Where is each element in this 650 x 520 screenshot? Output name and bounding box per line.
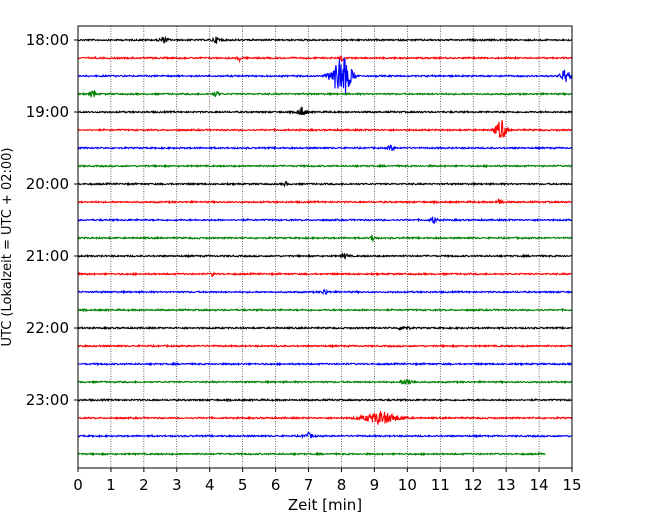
x-axis: 0 1 2 3 4 5 6 7 8 9 10 11 12 13 14 15 xyxy=(73,468,582,494)
trace-2230 xyxy=(77,361,573,367)
x-tick-label: 15 xyxy=(562,476,581,494)
x-tick-label: 7 xyxy=(304,476,314,494)
x-tick-label: 8 xyxy=(337,476,347,494)
y-tick-label: 18:00 xyxy=(26,31,69,49)
trace-2215 xyxy=(77,343,573,349)
trace-2100 xyxy=(77,252,573,260)
trace-1930 xyxy=(77,144,573,152)
trace-1945 xyxy=(77,163,573,169)
trace-1815 xyxy=(77,55,573,63)
plot-frame xyxy=(77,25,573,469)
trace-2115 xyxy=(77,270,573,278)
x-tick-label: 14 xyxy=(530,476,549,494)
trace-2315 xyxy=(77,410,573,426)
x-tick-label: 0 xyxy=(73,476,83,494)
y-tick-label: 21:00 xyxy=(26,247,69,265)
trace-2345 xyxy=(77,451,546,457)
x-axis-label: Zeit [min] xyxy=(288,496,362,514)
x-tick-label: 9 xyxy=(370,476,380,494)
x-tick-label: 1 xyxy=(106,476,116,494)
trace-2330 xyxy=(77,431,573,440)
y-tick-label: 20:00 xyxy=(26,175,69,193)
trace-1915 xyxy=(77,120,573,138)
y-axis: 18:00 19:00 20:00 21:00 22:00 23:00 xyxy=(26,31,78,409)
trace-2130 xyxy=(77,288,573,296)
x-tick-label: 3 xyxy=(172,476,182,494)
trace-2200 xyxy=(77,325,573,332)
trace-layer xyxy=(77,35,573,457)
trace-1800 xyxy=(77,35,573,44)
x-tick-label: 5 xyxy=(238,476,248,494)
x-tick-label: 12 xyxy=(464,476,483,494)
x-tick-label: 6 xyxy=(271,476,281,494)
y-tick-label: 22:00 xyxy=(26,319,69,337)
trace-2245 xyxy=(77,378,573,386)
x-tick-label: 11 xyxy=(431,476,450,494)
trace-2300 xyxy=(77,397,573,403)
trace-2145 xyxy=(77,307,573,313)
trace-2030 xyxy=(77,216,573,224)
grid-layer xyxy=(110,26,540,468)
trace-2000 xyxy=(77,180,573,188)
x-tick-label: 2 xyxy=(139,476,149,494)
trace-2015 xyxy=(77,197,573,205)
x-tick-label: 4 xyxy=(205,476,215,494)
y-tick-label: 23:00 xyxy=(26,391,69,409)
trace-1830 xyxy=(77,57,573,94)
y-axis-label: UTC (Lokalzeit = UTC + 02:00) xyxy=(0,148,15,347)
trace-1845 xyxy=(77,90,573,98)
trace-1900 xyxy=(77,106,573,116)
y-tick-label: 19:00 xyxy=(26,103,69,121)
trace-2045 xyxy=(77,234,573,243)
x-tick-label: 13 xyxy=(497,476,516,494)
x-tick-label: 10 xyxy=(398,476,417,494)
